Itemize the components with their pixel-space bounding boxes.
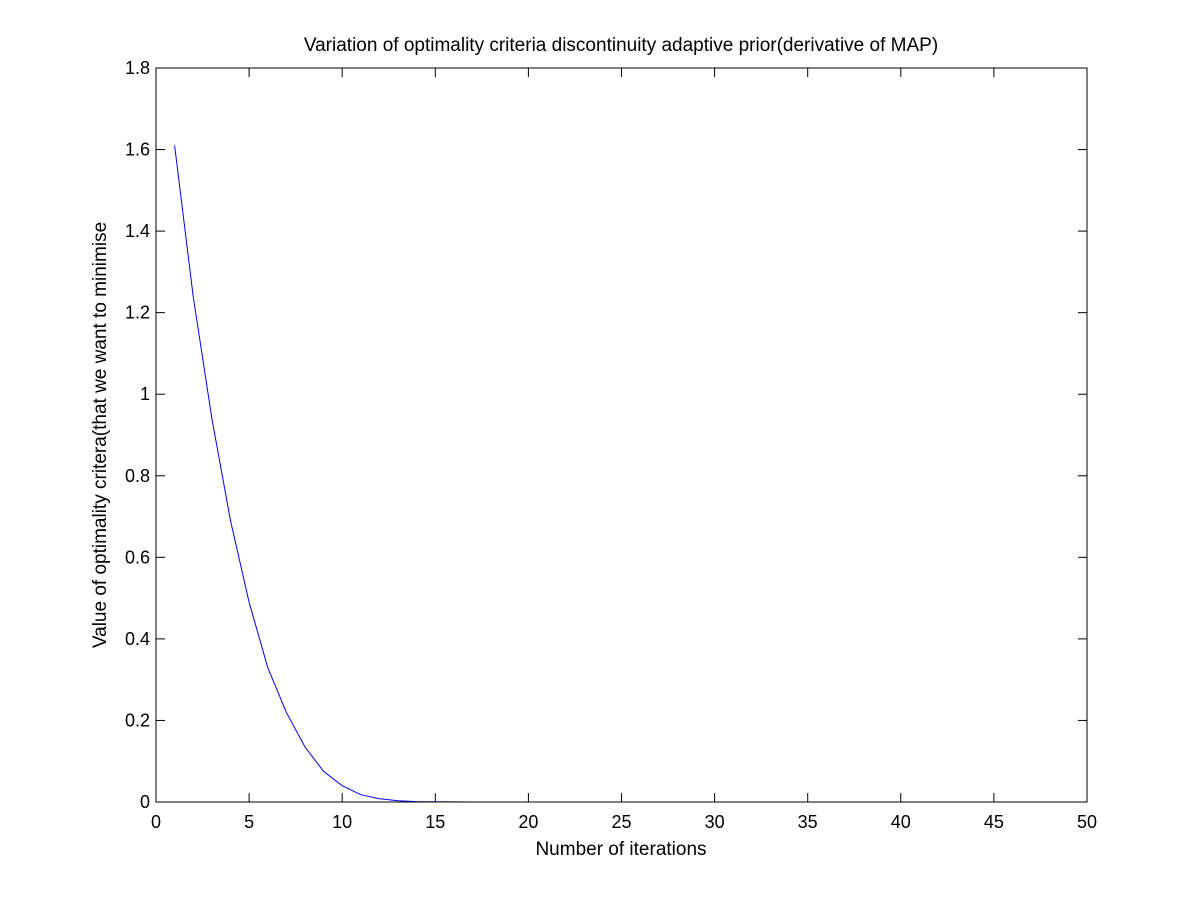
x-tick-label: 45 bbox=[984, 812, 1004, 832]
x-tick-labels: 0 5 10 15 20 25 30 35 40 45 50 bbox=[151, 812, 1097, 832]
x-tick-label: 0 bbox=[151, 812, 161, 832]
y-tick-label: 0.2 bbox=[125, 710, 150, 730]
x-tick-label: 10 bbox=[332, 812, 352, 832]
y-tick-label: 1.2 bbox=[125, 303, 150, 323]
x-tick-label: 5 bbox=[244, 812, 254, 832]
x-tick-label: 50 bbox=[1077, 812, 1097, 832]
x-tick-label: 40 bbox=[891, 812, 911, 832]
y-tick-label: 0.6 bbox=[125, 547, 150, 567]
y-tick-label: 0 bbox=[140, 792, 150, 812]
y-tick-label: 0.8 bbox=[125, 466, 150, 486]
y-tick-labels: 0 0.2 0.4 0.6 0.8 1 1.2 1.4 1.6 1.8 bbox=[125, 58, 150, 812]
y-tick-label: 1.8 bbox=[125, 58, 150, 78]
x-tick-label: 25 bbox=[611, 812, 631, 832]
x-tick-label: 30 bbox=[705, 812, 725, 832]
x-tick-label: 20 bbox=[518, 812, 538, 832]
x-tick-label: 15 bbox=[425, 812, 445, 832]
y-axis-label: Value of optimality critera(that we want… bbox=[90, 222, 111, 648]
chart-title: Variation of optimality criteria discont… bbox=[304, 35, 938, 56]
x-tick-label: 35 bbox=[798, 812, 818, 832]
y-tick-label: 1 bbox=[140, 384, 150, 404]
y-tick-label: 1.6 bbox=[125, 140, 150, 160]
y-tick-label: 1.4 bbox=[125, 221, 150, 241]
x-axis-label: Number of iterations bbox=[535, 839, 706, 860]
plot-area bbox=[156, 68, 1087, 802]
plot-frame bbox=[155, 67, 1088, 803]
y-tick-label: 0.4 bbox=[125, 629, 150, 649]
